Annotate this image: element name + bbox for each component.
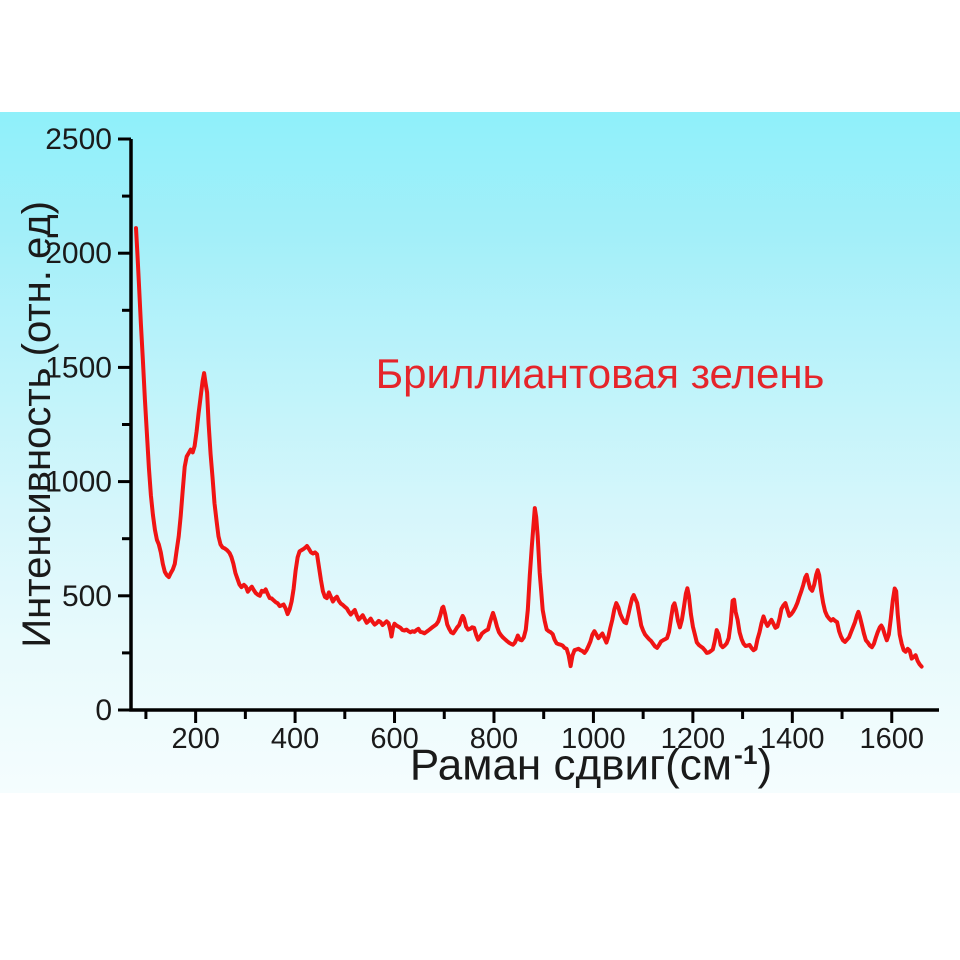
axis-frame: [129, 139, 939, 712]
x-tick-label: 800: [470, 723, 518, 755]
y-tick-label: 1000: [45, 466, 112, 499]
y-tick-label: 1500: [45, 351, 112, 384]
x-tick-label: 1400: [760, 723, 825, 755]
plot-background: [0, 112, 960, 793]
x-tick-label: 200: [171, 723, 219, 755]
y-axis-title-text: Интенсивность (отн. ед): [14, 201, 59, 648]
y-tick-label: 500: [62, 580, 112, 613]
x-axis-title-text: Раман сдвиг(см: [409, 740, 733, 790]
y-tick-label: 2000: [45, 237, 112, 270]
y-tick-label: 2500: [45, 123, 112, 156]
series-annotation: Бриллиантовая зелень: [375, 350, 825, 397]
x-tick-label: 400: [271, 723, 319, 755]
spectrum-line: [134, 226, 924, 669]
y-tick-label: 0: [95, 694, 112, 727]
x-axis-title-superscript: -1: [734, 740, 758, 770]
y-axis-title: Интенсивность (отн. ед): [6, 139, 68, 710]
x-tick-label: 600: [370, 723, 418, 755]
x-tick-label: 1600: [860, 723, 925, 755]
x-axis-title-close: ): [757, 740, 773, 790]
x-tick-label: 1000: [561, 723, 626, 755]
x-axis-title: Раман сдвиг(см-1): [410, 740, 772, 791]
x-tick-label: 1200: [661, 723, 726, 755]
